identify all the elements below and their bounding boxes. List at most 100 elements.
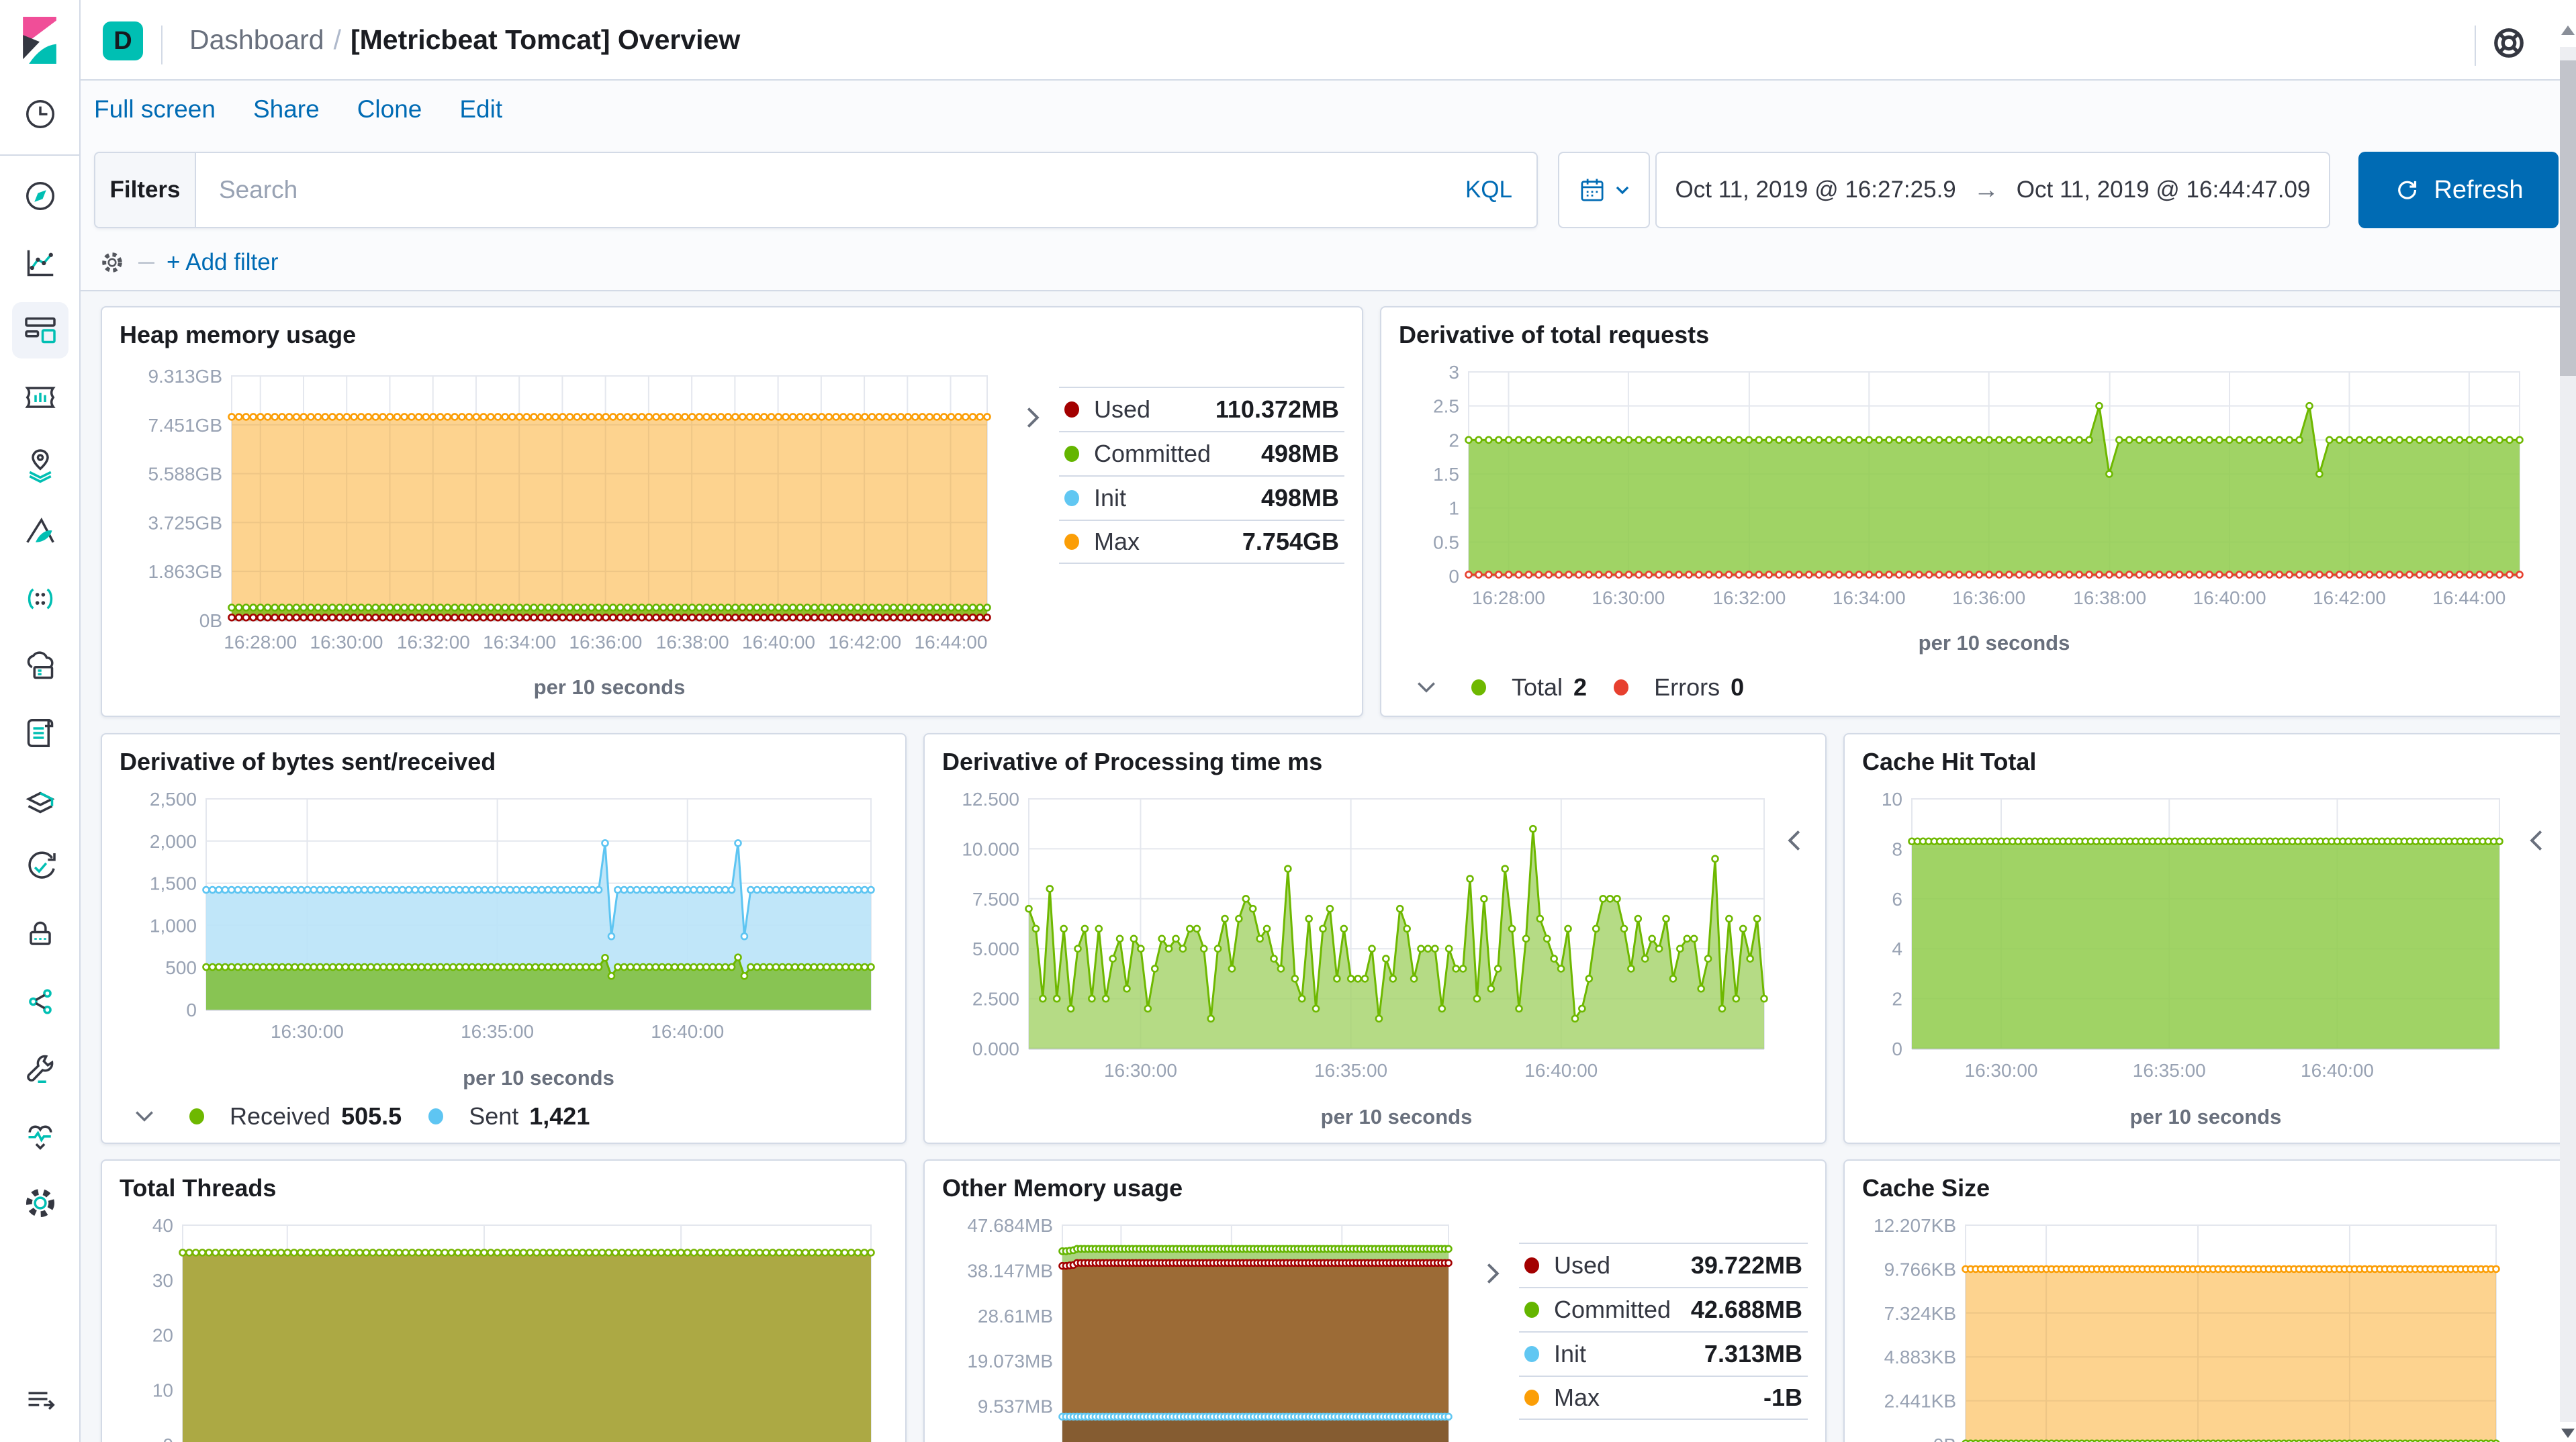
page-title: [Metricbeat Tomcat] Overview xyxy=(350,24,741,55)
svg-text:16:42:00: 16:42:00 xyxy=(828,632,901,653)
sidebar-item-siem[interactable] xyxy=(0,901,81,968)
filter-separator xyxy=(138,261,154,264)
query-bar: Filters Search KQL xyxy=(94,152,1538,228)
legend-item[interactable]: Init 498MB xyxy=(1059,475,1344,520)
svg-text:16:40:00: 16:40:00 xyxy=(742,632,815,653)
scroll-down-arrow[interactable] xyxy=(2561,1429,2575,1438)
search-input[interactable]: Search xyxy=(219,176,298,203)
legend-item[interactable]: Errors 0 xyxy=(1614,673,1744,702)
sidebar-item-infrastructure[interactable] xyxy=(0,632,81,700)
sidebar-item-uptime[interactable] xyxy=(0,834,81,901)
svg-text:2: 2 xyxy=(1892,989,1902,1010)
sidebar-item-visualize[interactable] xyxy=(0,230,81,297)
scroll-up-arrow[interactable] xyxy=(2561,26,2575,35)
sidebar-item-canvas[interactable] xyxy=(0,364,81,431)
chevron-down-icon xyxy=(1616,186,1628,195)
legend-item[interactable]: Total 2 xyxy=(1471,673,1587,702)
sidebar-item-graph[interactable] xyxy=(0,968,81,1035)
legend-collapse-icon[interactable] xyxy=(133,1105,156,1128)
panel-title: Derivative of Processing time ms xyxy=(942,748,1323,775)
legend-item[interactable]: Used 110.372MB xyxy=(1059,387,1344,431)
breadcrumb-dashboard-link[interactable]: Dashboard xyxy=(189,24,324,55)
kql-toggle[interactable]: KQL xyxy=(1465,177,1512,203)
legend-label: Sent xyxy=(469,1102,519,1130)
filters-button[interactable]: Filters xyxy=(95,153,196,227)
legend-expand-icon[interactable] xyxy=(1481,1261,1505,1286)
svg-text:0: 0 xyxy=(1448,566,1459,587)
legend-item[interactable]: Committed 498MB xyxy=(1059,431,1344,475)
sidebar-item-dashboard[interactable] xyxy=(0,297,81,364)
sidebar-item-apm[interactable] xyxy=(0,565,81,632)
legend-item[interactable]: Used 39.722MB xyxy=(1519,1243,1808,1287)
legend-label: Init xyxy=(1554,1340,1587,1367)
filter-options-gear-icon[interactable] xyxy=(98,248,126,277)
svg-text:16:30:00: 16:30:00 xyxy=(1965,1060,2038,1081)
refresh-button[interactable]: Refresh xyxy=(2358,152,2559,228)
legend-value: 7.754GB xyxy=(1242,528,1339,555)
svg-text:28.61MB: 28.61MB xyxy=(978,1306,1053,1327)
sidebar-item-monitoring[interactable] xyxy=(0,1102,81,1169)
svg-text:9.313GB: 9.313GB xyxy=(148,366,222,387)
sidebar-item-management[interactable] xyxy=(0,1169,81,1237)
chart-legend[interactable]: Total 2 Errors 0 xyxy=(1415,673,1744,702)
legend-dot xyxy=(1614,679,1629,695)
kibana-logo[interactable] xyxy=(0,0,79,81)
edit-button[interactable]: Edit xyxy=(459,95,503,123)
panel-title: Cache Hit Total xyxy=(1862,748,2037,775)
cache-hit-chart[interactable]: 0 2 4 6 8 10 16:30:00 16:35:00 16:40:00 per 10 se… xyxy=(1855,788,2520,1131)
sidebar-item-logs[interactable] xyxy=(0,700,81,767)
svg-text:16:40:00: 16:40:00 xyxy=(651,1021,724,1042)
legend-item[interactable]: Sent 1,421 xyxy=(428,1102,590,1131)
svg-text:16:30:00: 16:30:00 xyxy=(271,1021,344,1042)
dashboard-chrome: Full screen Share Clone Edit Filters Sea… xyxy=(81,81,2560,290)
heap-memory-chart[interactable]: 0B 1.863GB 3.725GB 5.588GB 7.451GB 9.313GB 16:… xyxy=(114,365,1007,701)
panel-title: Derivative of total requests xyxy=(1399,321,1710,348)
legend-value: 1,421 xyxy=(529,1102,590,1130)
menu-collapse-icon[interactable] xyxy=(0,1365,81,1433)
sidebar-item-stack[interactable] xyxy=(0,767,81,834)
chart-legend: Used 110.372MB Committed 498MB Init 498M… xyxy=(1059,387,1344,564)
full-screen-button[interactable]: Full screen xyxy=(94,95,216,123)
lifebuoy-icon[interactable] xyxy=(2490,24,2528,62)
date-from[interactable]: Oct 11, 2019 @ 16:27:25.9 xyxy=(1675,177,1956,203)
legend-item[interactable]: Received 505.5 xyxy=(189,1102,402,1131)
scrollbar-thumb[interactable] xyxy=(2560,60,2576,376)
svg-text:16:30:00: 16:30:00 xyxy=(1104,1060,1177,1081)
svg-text:16:30:00: 16:30:00 xyxy=(310,632,383,653)
legend-collapse-icon[interactable] xyxy=(1415,676,1438,699)
legend-item[interactable]: Max -1B xyxy=(1519,1376,1808,1420)
sidebar-item-maps[interactable] xyxy=(0,431,81,498)
processing-time-chart[interactable]: 0.000 2.500 5.000 7.500 10.000 12.500 16:30:00… xyxy=(935,788,1784,1131)
other-memory-chart[interactable]: 0B9.537MB19.073MB28.61MB38.147MB47.684MB… xyxy=(935,1214,1465,1442)
clone-button[interactable]: Clone xyxy=(357,95,422,123)
sidebar-item-devtools[interactable] xyxy=(0,1035,81,1102)
svg-text:per 10 seconds: per 10 seconds xyxy=(534,675,686,699)
svg-text:3.725GB: 3.725GB xyxy=(148,512,222,533)
share-button[interactable]: Share xyxy=(252,95,320,123)
sidebar-item-discover[interactable] xyxy=(0,162,81,230)
sidebar-item-machine-learning[interactable] xyxy=(0,498,81,565)
legend-dot xyxy=(1524,1346,1539,1362)
cache-size-chart[interactable]: 0B2.441KB4.883KB7.324KB9.766KB12.207KB16… xyxy=(1855,1214,2520,1442)
panel-collapse-icon[interactable] xyxy=(2524,828,2548,853)
date-picker-button[interactable] xyxy=(1558,152,1650,228)
bytes-sent-received-chart[interactable]: 0 500 1,000 1,500 2,000 2,500 16:30:00 16:35:00… xyxy=(112,788,894,1092)
space-avatar[interactable]: D xyxy=(103,21,143,60)
legend-expand-icon[interactable] xyxy=(1021,405,1045,430)
legend-item[interactable]: Max 7.754GB xyxy=(1059,520,1344,564)
legend-item[interactable]: Committed 42.688MB xyxy=(1519,1287,1808,1331)
svg-text:1.863GB: 1.863GB xyxy=(148,561,222,582)
panel-collapse-icon[interactable] xyxy=(1782,828,1806,853)
add-filter-button[interactable]: + Add filter xyxy=(167,249,279,275)
date-to[interactable]: Oct 11, 2019 @ 16:44:47.09 xyxy=(2016,177,2311,203)
svg-text:9.537MB: 9.537MB xyxy=(978,1396,1053,1417)
legend-value: 498MB xyxy=(1260,484,1339,512)
dashboard-grid: Heap memory usage 0B 1.863GB 3.725GB 5.588G… xyxy=(81,290,2569,1442)
svg-text:0B: 0B xyxy=(199,610,222,631)
svg-text:4.883KB: 4.883KB xyxy=(1884,1347,1956,1367)
recent-clock-icon[interactable] xyxy=(0,81,81,148)
legend-item[interactable]: Init 7.313MB xyxy=(1519,1331,1808,1376)
total-requests-chart[interactable]: 0 0.5 1 1.5 2 2.5 3 16:28:00 16:30:00 16:32:00 16:… xyxy=(1391,361,2560,657)
chart-legend[interactable]: Received 505.5 Sent 1,421 xyxy=(133,1102,590,1131)
